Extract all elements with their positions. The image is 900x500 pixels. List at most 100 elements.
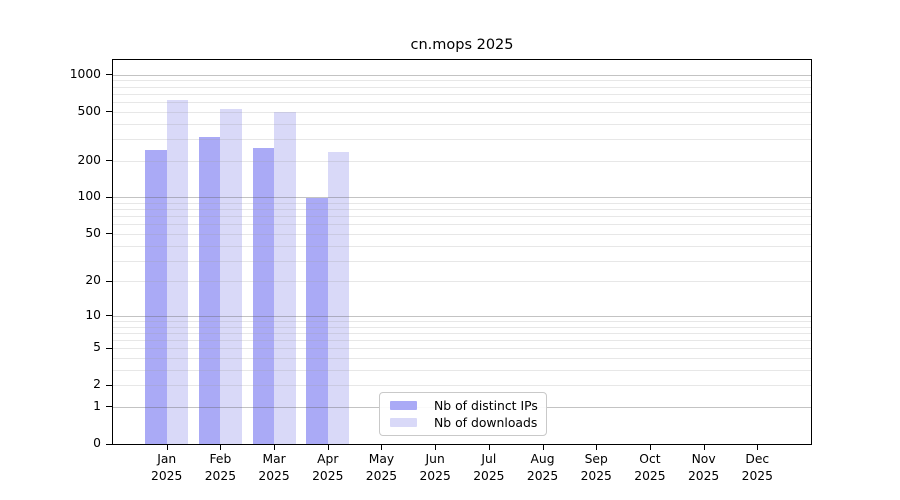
x-tick-label: Sep 2025 (568, 451, 624, 484)
x-tick-label-year: 2025 (365, 468, 398, 483)
y-tick-mark (106, 74, 112, 76)
bar-distinct-ips (252, 147, 275, 444)
x-tick-label-year: 2025 (151, 468, 183, 483)
x-tick-mark (703, 445, 705, 450)
x-tick-label: Jul 2025 (461, 451, 517, 484)
legend-item-downloads: Nb of downloads (388, 415, 538, 430)
legend-item-label: Nb of distinct IPs (434, 398, 538, 413)
y-tick-mark (106, 196, 112, 198)
bar-distinct-ips (198, 137, 221, 444)
x-tick-mark (542, 445, 544, 450)
y-tick-label: 1000 (69, 66, 101, 81)
x-tick-mark (649, 445, 651, 450)
x-tick-mark (596, 445, 598, 450)
legend-item-label: Nb of downloads (434, 415, 538, 430)
x-tick-label: Oct 2025 (622, 451, 678, 484)
gridline-minor (113, 139, 811, 141)
x-tick-label-month: Oct (639, 452, 661, 466)
x-tick-label-month: Apr (317, 452, 339, 466)
bar-downloads (274, 111, 296, 444)
gridline-minor (113, 224, 811, 226)
gridline-major (113, 74, 811, 76)
gridline-minor (113, 369, 811, 371)
gridline-minor (113, 111, 811, 113)
gridline-minor (113, 348, 811, 350)
y-tick-label: 100 (77, 189, 101, 204)
x-tick-label-month: Aug (530, 452, 555, 466)
gridline-minor (113, 320, 811, 322)
x-tick-label-year: 2025 (580, 468, 612, 483)
x-tick-label-year: 2025 (526, 468, 559, 483)
y-tick-label: 50 (85, 225, 101, 240)
x-tick-label-year: 2025 (741, 468, 773, 483)
gridline-minor (113, 93, 811, 95)
x-tick-label: Feb 2025 (192, 451, 248, 484)
y-tick-label: 500 (77, 103, 101, 118)
x-tick-label-month: Jun (425, 452, 445, 466)
gridline-minor (113, 86, 811, 88)
gridline-minor (113, 233, 811, 235)
gridline-minor (113, 332, 811, 334)
y-tick-label: 0 (93, 436, 101, 450)
x-tick-label-month: Sep (584, 452, 608, 466)
x-tick-mark (757, 445, 759, 450)
y-tick-label: 20 (85, 273, 101, 288)
y-tick-label: 5 (93, 340, 101, 355)
y-tick-label: 200 (77, 152, 101, 167)
x-tick-label-month: Mar (262, 452, 286, 466)
y-tick-label: 1 (93, 398, 101, 413)
x-tick-label: Jan 2025 (139, 451, 195, 484)
x-tick-label-month: Jul (481, 452, 497, 466)
bar-distinct-ips (306, 198, 328, 444)
gridline-minor (113, 123, 811, 125)
gridline-major (113, 315, 811, 317)
chart-title: cn.mops 2025 (410, 37, 514, 53)
x-tick-mark (327, 445, 329, 450)
gridline-minor (113, 245, 811, 247)
x-tick-label: Jun 2025 (407, 451, 463, 484)
gridline-minor (113, 80, 811, 82)
bar-downloads (220, 108, 242, 444)
x-tick-label: Nov 2025 (676, 451, 732, 484)
gridline-minor (113, 357, 811, 359)
legend-swatch-downloads-icon (390, 418, 417, 427)
x-tick-label-month: Dec (745, 452, 770, 466)
legend-swatch-distinct-ips-icon (390, 401, 417, 410)
x-tick-label-year: 2025 (312, 468, 344, 483)
x-tick-label-year: 2025 (204, 468, 237, 483)
gridline-minor (113, 260, 811, 262)
x-tick-label-year: 2025 (473, 468, 505, 483)
x-tick-label-month: Nov (691, 452, 716, 466)
gridline-minor (113, 102, 811, 104)
x-tick-mark (381, 445, 383, 450)
y-tick-label: 2 (93, 377, 101, 392)
y-tick-label: 10 (85, 307, 101, 322)
x-tick-label-month: Jan (157, 452, 177, 466)
gridline-minor (113, 385, 811, 387)
gridline-minor (113, 209, 811, 211)
x-tick-label: Apr 2025 (300, 451, 356, 484)
gridline-minor (113, 160, 811, 162)
x-tick-label-year: 2025 (419, 468, 451, 483)
y-tick-mark (106, 406, 112, 408)
x-tick-label: Mar 2025 (246, 451, 302, 484)
x-tick-mark (166, 445, 168, 450)
x-tick-label: Aug 2025 (515, 451, 571, 484)
x-tick-mark (220, 445, 222, 450)
y-tick-mark (106, 111, 112, 113)
gridline-major (113, 197, 811, 199)
y-tick-mark (106, 315, 112, 317)
legend-item-distinct-ips: Nb of distinct IPs (388, 398, 538, 413)
y-tick-mark (106, 233, 112, 235)
x-tick-label-year: 2025 (258, 468, 290, 483)
x-tick-mark (435, 445, 437, 450)
x-tick-mark (488, 445, 490, 450)
legend: Nb of distinct IPs Nb of downloads (379, 392, 547, 436)
y-tick-mark (106, 347, 112, 349)
x-tick-label-month: Feb (209, 452, 232, 466)
x-tick-label-year: 2025 (687, 468, 720, 483)
gridline-minor (113, 202, 811, 204)
bar-downloads (327, 152, 350, 444)
y-tick-mark (106, 443, 112, 445)
